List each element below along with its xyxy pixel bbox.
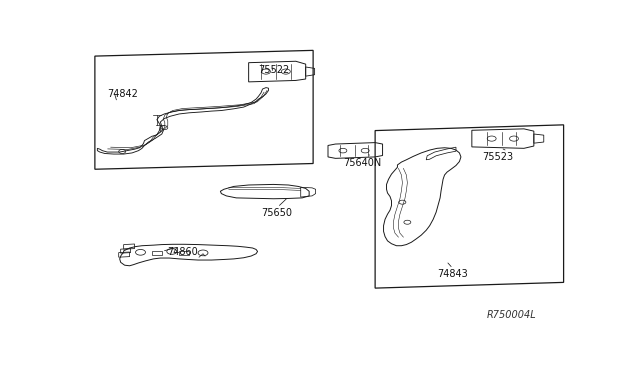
Text: 74843: 74843: [437, 269, 468, 279]
Text: 75522: 75522: [259, 65, 290, 75]
Text: 74860: 74860: [167, 247, 198, 257]
Text: 74842: 74842: [108, 89, 138, 99]
Text: 75523: 75523: [482, 152, 513, 162]
Text: 75650: 75650: [261, 208, 292, 218]
Text: R750004L: R750004L: [486, 310, 536, 320]
Text: 75640N: 75640N: [343, 158, 381, 168]
